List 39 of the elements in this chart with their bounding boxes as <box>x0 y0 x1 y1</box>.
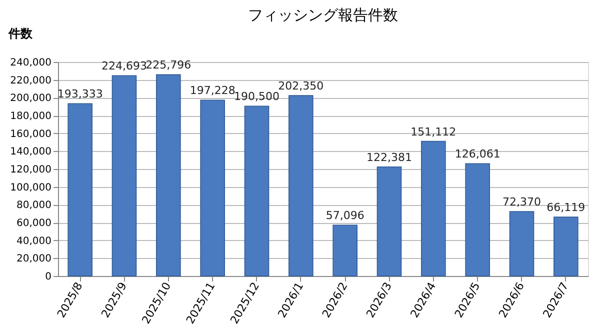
data-label: 224,693 <box>102 60 147 73</box>
data-label: 151,112 <box>410 125 456 138</box>
y-tick-label: 240,000 <box>10 58 52 68</box>
data-label: 190,500 <box>234 90 280 104</box>
data-label: 225,796 <box>146 58 192 72</box>
bar <box>288 95 314 276</box>
chart-title: フィッシング報告件数 <box>248 6 398 24</box>
y-tick-label: 140,000 <box>10 146 52 158</box>
bar <box>509 211 534 276</box>
bar <box>554 216 578 276</box>
y-tick-label: 160,000 <box>10 128 52 140</box>
y-tick-label: 20,000 <box>16 254 52 265</box>
data-label: 197,228 <box>190 84 236 98</box>
y-tick-label: 80,000 <box>16 200 52 212</box>
y-tick-label: 200,000 <box>10 93 52 104</box>
data-label: 57,096 <box>326 209 364 222</box>
bar <box>465 163 490 276</box>
bar <box>200 100 225 276</box>
data-label: 202,350 <box>278 80 324 93</box>
y-tick-label: 120,000 <box>10 164 52 176</box>
y-tick-label: 180,000 <box>10 111 52 122</box>
bar <box>112 75 137 276</box>
data-label: 193,333 <box>57 88 103 101</box>
y-tick-label: 220,000 <box>10 75 52 86</box>
y-tick-label: 60,000 <box>16 218 52 229</box>
data-label: 72,370 <box>502 195 541 208</box>
data-label: 66,119 <box>546 201 586 214</box>
data-label: 122,381 <box>366 150 412 164</box>
data-label: 126,061 <box>454 148 500 161</box>
bar <box>68 103 92 276</box>
y-tick-label: 100,000 <box>10 182 52 194</box>
bar <box>244 106 270 276</box>
bar <box>421 140 446 276</box>
bar <box>156 74 181 276</box>
bar <box>332 224 358 276</box>
y-tick-label: 40,000 <box>16 236 52 247</box>
y-axis-title: 件数 <box>8 26 34 40</box>
y-tick-label: 0 <box>45 272 52 282</box>
bar <box>376 166 402 276</box>
